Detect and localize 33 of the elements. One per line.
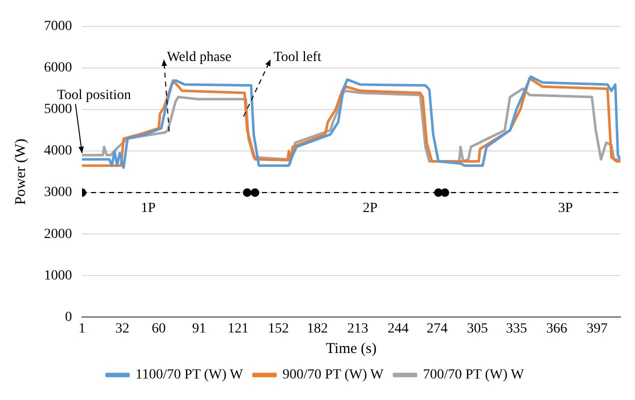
x-tick-label: 152 [268, 321, 289, 336]
x-tick-label: 244 [388, 321, 409, 336]
y-tick-label: 1000 [44, 268, 72, 284]
annotation: Tool position [56, 88, 132, 103]
x-tick-label: 32 [115, 321, 130, 336]
x-tick-label: 335 [506, 321, 527, 336]
annotation: 2P [362, 200, 378, 216]
y-tick-label: 5000 [44, 102, 72, 118]
x-tick-label: 91 [192, 321, 206, 336]
legend-label: 1100/70 PT (W) W [136, 368, 244, 383]
x-tick-label: 305 [466, 321, 488, 336]
x-tick-label: 366 [546, 321, 568, 336]
y-tick-label: 4000 [44, 144, 72, 159]
legend-label: 900/70 PT (W) W [282, 368, 384, 383]
x-tick-label: 121 [228, 321, 249, 336]
x-tick-label: 397 [586, 321, 608, 336]
x-tick-label: 60 [152, 321, 166, 336]
x-axis-title: Time (s) [326, 340, 377, 357]
annotation: 1P [140, 200, 156, 216]
annotation: Weld phase [166, 50, 232, 66]
x-tick-label: 182 [306, 321, 328, 336]
y-tick-label: 6000 [44, 60, 72, 76]
x-tick-label: 1 [78, 321, 86, 336]
annotation: 3P [558, 200, 574, 216]
x-tick-label: 213 [347, 321, 368, 336]
y-tick-label: 7000 [44, 19, 72, 34]
y-tick-label: 3000 [44, 185, 72, 200]
annotation: Tool left [274, 50, 322, 66]
y-tick-label: 0 [65, 310, 72, 325]
x-tick-label: 274 [426, 321, 448, 336]
legend-label: 700/70 PT (W) W [422, 368, 525, 383]
y-axis-title: Power (W) [12, 138, 29, 205]
y-tick-label: 2000 [44, 226, 72, 242]
